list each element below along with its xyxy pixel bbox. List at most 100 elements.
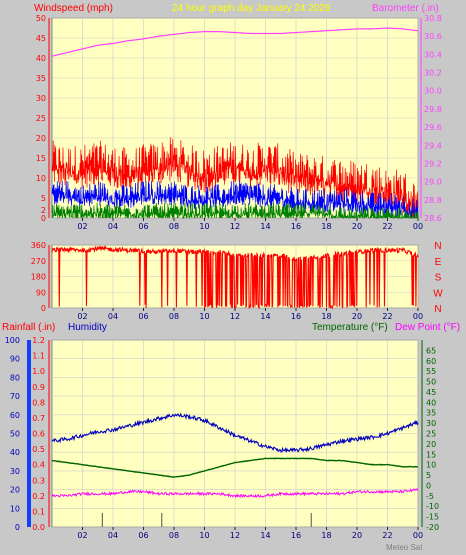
y-tick-label: 50	[36, 14, 46, 23]
wind-low-line	[51, 202, 419, 220]
y2-tick-label: 30.6	[424, 32, 442, 41]
humidity-line	[51, 412, 419, 453]
temp-tick-label: -15	[426, 513, 439, 522]
rain-tick-label: 1.0	[32, 367, 45, 376]
temperature-line	[51, 457, 419, 479]
wind-series	[51, 27, 419, 220]
humidity-tick-label: 90	[10, 355, 20, 364]
direction-series	[51, 245, 419, 310]
rain-tick-label: 0.3	[32, 476, 45, 485]
y2-tick-label: 29.6	[424, 123, 442, 132]
windspeed-axis-label: Windspeed (mph)	[34, 3, 113, 14]
x-tick-label: 14	[260, 222, 270, 231]
barometer-line	[51, 27, 419, 57]
y-tick-label: 20	[36, 134, 46, 143]
x-tick-label: 02	[77, 222, 87, 231]
temp-tick-label: 30	[426, 419, 436, 428]
y2-tick-label: 29.2	[424, 159, 442, 168]
temp-tick-label: 40	[426, 398, 436, 407]
rain-tick-label: 1.2	[32, 336, 45, 345]
footer-label: Meteo Sat	[386, 543, 423, 552]
rainfall-axis-label: Rainfall (.in)	[2, 322, 55, 333]
y-tick-label: 45	[36, 34, 46, 43]
x-tick-label: 08	[169, 312, 179, 321]
rain-tick-label: 0.4	[32, 461, 45, 470]
temp-tick-label: 45	[426, 388, 436, 397]
x-tick-label: 14	[260, 531, 270, 540]
wind-axes: 02510152025303540455028.628.829.029.229.…	[36, 14, 442, 231]
humidity-tick-label: 40	[10, 448, 20, 457]
temp-tick-label: -5	[426, 492, 434, 501]
y2-tick-label: 28.8	[424, 196, 442, 205]
compass-label: W	[433, 288, 443, 299]
temp-tick-label: 0	[426, 481, 431, 490]
x-tick-label: 18	[321, 312, 331, 321]
y2-tick-label: 30.2	[424, 69, 442, 78]
x-tick-label: 06	[138, 531, 148, 540]
x-tick-label: 10	[199, 222, 209, 231]
direction-line	[51, 245, 419, 310]
temp-series	[51, 412, 419, 527]
dewpoint-axis-label: Dew Point (°F)	[395, 322, 460, 333]
x-tick-label: 06	[138, 222, 148, 231]
humidity-tick-label: 0	[15, 523, 20, 532]
temp-tick-label: 60	[426, 357, 436, 366]
x-tick-label: 22	[382, 222, 392, 231]
x-tick-label: 20	[352, 312, 362, 321]
rain-tick-label: 0.1	[32, 507, 45, 516]
wind-avg-line	[51, 179, 419, 219]
humidity-tick-label: 10	[10, 504, 20, 513]
humidity-axis-label: Humidity	[68, 322, 107, 333]
humidity-tick-label: 60	[10, 411, 20, 420]
temp-axes: 01020304050607080901000.00.10.20.30.40.5…	[5, 336, 439, 540]
x-tick-label: 22	[382, 531, 392, 540]
temp-humidity-panel: 01020304050607080901000.00.10.20.30.40.5…	[5, 336, 439, 540]
rain-tick-label: 1.1	[32, 352, 45, 361]
x-tick-label: 04	[108, 222, 118, 231]
rain-tick-label: 0.8	[32, 398, 45, 407]
x-tick-label: 02	[77, 531, 87, 540]
x-tick-label: 00	[413, 531, 423, 540]
direction-tick-label: 270	[31, 257, 46, 266]
x-tick-label: 04	[108, 531, 118, 540]
humidity-tick-label: 80	[10, 373, 20, 382]
temp-tick-label: 10	[426, 461, 436, 470]
temp-tick-label: 65	[426, 346, 436, 355]
y-tick-label: 15	[36, 154, 46, 163]
x-tick-label: 12	[230, 531, 240, 540]
compass-label: N	[434, 241, 441, 252]
direction-tick-label: 90	[36, 288, 46, 297]
compass-label: N	[434, 304, 441, 315]
x-tick-label: 12	[230, 312, 240, 321]
y-tick-label: 2	[41, 206, 46, 215]
x-tick-label: 22	[382, 312, 392, 321]
y-tick-label: 25	[36, 114, 46, 123]
rain-tick-label: 0.2	[32, 492, 45, 501]
direction-tick-label: 360	[31, 241, 46, 250]
x-tick-label: 16	[291, 531, 301, 540]
rain-tick-label: 0.5	[32, 445, 45, 454]
y-tick-label: 40	[36, 54, 46, 63]
barometer-axis-label: Barometer (.in)	[372, 3, 439, 14]
temp-tick-label: 15	[426, 450, 436, 459]
x-tick-label: 18	[321, 531, 331, 540]
x-tick-label: 08	[169, 531, 179, 540]
temp-tick-label: 55	[426, 367, 436, 376]
temp-tick-label: 25	[426, 430, 436, 439]
x-tick-label: 00	[413, 312, 423, 321]
humidity-tick-label: 30	[10, 467, 20, 476]
temp-tick-label: -10	[426, 502, 439, 511]
temperature-axis-label: Temperature (°F)	[312, 322, 388, 333]
x-tick-label: 12	[230, 222, 240, 231]
y-tick-label: 5	[41, 194, 46, 203]
x-tick-label: 04	[108, 312, 118, 321]
y2-tick-label: 29.8	[424, 105, 442, 114]
humidity-tick-label: 100	[5, 336, 20, 345]
wind-barometer-panel: 02510152025303540455028.628.829.029.229.…	[36, 14, 442, 231]
temp-tick-label: 20	[426, 440, 436, 449]
x-tick-label: 18	[321, 222, 331, 231]
direction-tick-label: 0	[41, 304, 46, 313]
x-tick-label: 00	[413, 222, 423, 231]
y2-tick-label: 30.4	[424, 50, 442, 59]
